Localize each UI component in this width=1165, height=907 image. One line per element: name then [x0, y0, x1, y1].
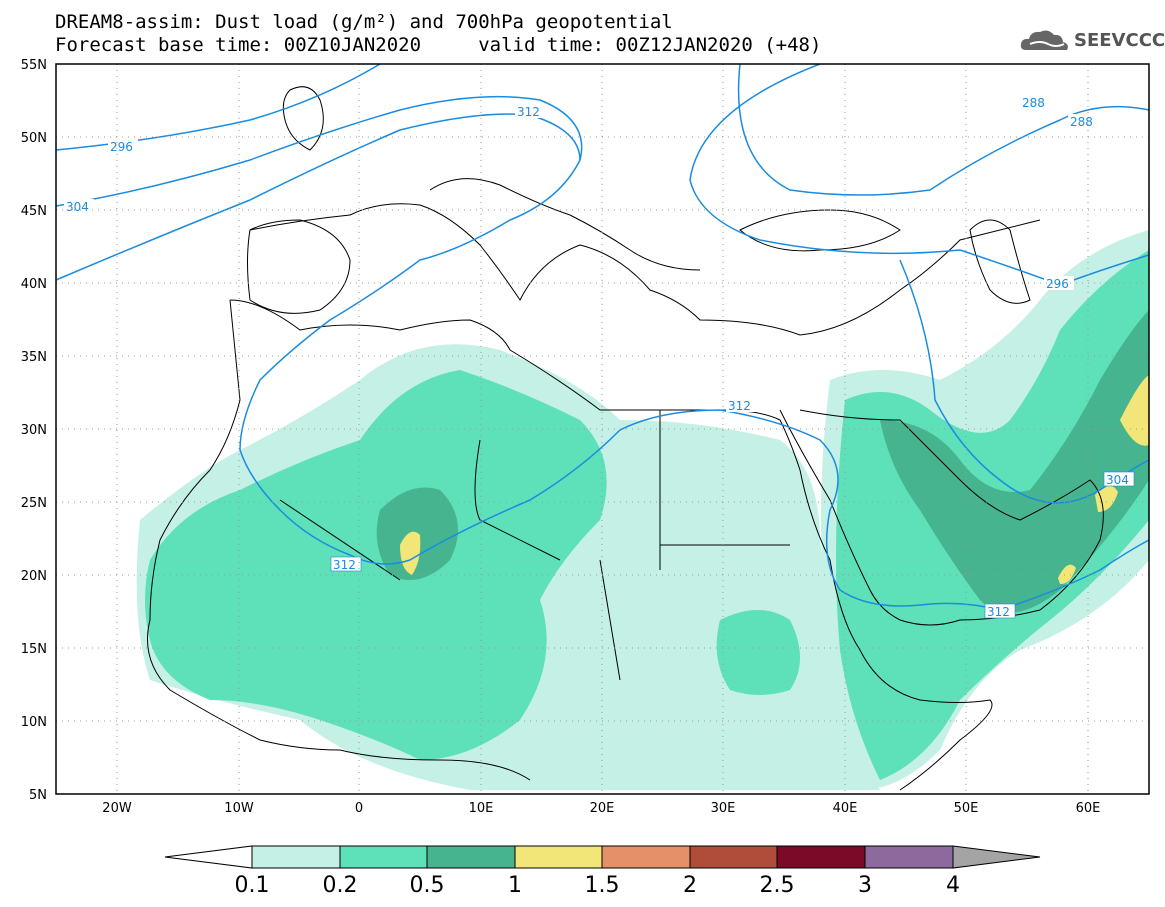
lon-label: 20W — [102, 801, 132, 816]
dust-region-sahara-mid — [145, 370, 607, 760]
colorbar-swatch — [339, 845, 428, 869]
lon-label: 50E — [954, 801, 979, 816]
isoline-288 — [737, 64, 1149, 196]
isoline-label: 312 — [517, 105, 540, 119]
colorbar-high-arrow — [952, 845, 1041, 869]
lat-label: 55N — [21, 58, 47, 73]
coastline-europe — [249, 203, 1041, 336]
border-libya-egypt — [659, 410, 790, 570]
latitude-labels: 55N 50N 45N 40N 35N 30N 25N 20N 15N 10N … — [21, 58, 47, 803]
colorbar-label: 0.2 — [323, 873, 358, 898]
isoline-label: 312 — [333, 558, 356, 572]
isoline-label: 312 — [728, 399, 751, 413]
colorbar-swatch — [776, 845, 866, 869]
colorbar-swatch — [426, 845, 516, 869]
border-sudan-chad — [599, 559, 621, 681]
isoline-304 — [56, 95, 1149, 611]
lat-label: 40N — [21, 277, 47, 292]
colorbar-label: 0.5 — [410, 873, 445, 898]
dust-region-niger-peak — [400, 531, 421, 575]
colorbar-label: 1 — [508, 873, 522, 898]
colorbar-swatch — [251, 845, 341, 869]
lon-label: 30E — [711, 801, 736, 816]
isoline-label: 288 — [1022, 96, 1045, 110]
dust-region-yemen-peak — [1058, 564, 1076, 585]
lon-label: 10E — [469, 801, 494, 816]
lat-label: 20N — [21, 569, 47, 584]
lon-label: 60E — [1076, 801, 1101, 816]
coastline-africa-west — [229, 299, 993, 791]
colorbar-label: 2 — [683, 873, 697, 898]
isoline-labels: 296 304 312 312 312 312 288 288 296 304 — [64, 95, 1135, 619]
forecast-time-info: Forecast base time: 00Z10JAN2020 valid t… — [55, 34, 822, 56]
map-title: DREAM8-assim: Dust load (g/m²) and 700hP… — [55, 11, 673, 33]
lon-label: 10W — [224, 801, 254, 816]
border-mali-algeria — [279, 439, 561, 581]
colorbar-low-arrow — [164, 845, 253, 869]
colorbar-swatch — [689, 845, 778, 869]
coastline-iberia — [247, 219, 351, 314]
colorbar-label: 0.1 — [235, 873, 270, 898]
isoline-label: 296 — [1046, 277, 1069, 291]
colorbar: 0.1 0.2 0.5 1 1.5 2 2.5 3 4 — [164, 845, 1041, 898]
lat-label: 35N — [21, 350, 47, 365]
isoline-312-east — [899, 259, 1149, 504]
colorbar-label: 3 — [858, 873, 872, 898]
longitude-labels: 20W 10W 0 10E 20E 30E 40E 50E 60E — [102, 801, 1100, 816]
isoline-label: 304 — [1106, 473, 1129, 487]
seevccc-cloud-logo-icon — [1020, 30, 1068, 50]
colorbar-label: 1.5 — [585, 873, 620, 898]
coastline-mediterranean-north — [429, 178, 701, 271]
dust-field-layer — [136, 230, 1149, 790]
colorbar-swatch — [601, 845, 691, 869]
colorbar-label: 4 — [946, 873, 960, 898]
dust-region-sudan-mid — [716, 610, 800, 695]
isoline-label: 296 — [110, 140, 133, 154]
lat-label: 25N — [21, 496, 47, 511]
lon-label: 20E — [590, 801, 615, 816]
lon-label: 40E — [833, 801, 858, 816]
dust-region-oman-peak — [1120, 375, 1149, 446]
isoline-label: 288 — [1070, 115, 1093, 129]
lat-label: 30N — [21, 423, 47, 438]
lon-label: 0 — [355, 801, 363, 816]
isoline-label: 304 — [66, 200, 89, 214]
isoline-label: 312 — [987, 605, 1010, 619]
graticule — [56, 64, 1149, 794]
lat-label: 15N — [21, 642, 47, 657]
lat-label: 45N — [21, 204, 47, 219]
dust-region-oman-peak-2 — [1095, 485, 1118, 512]
lat-label: 50N — [21, 131, 47, 146]
colorbar-label: 2.5 — [760, 873, 795, 898]
isoline-296-east — [689, 64, 1149, 286]
coastline-caspian — [969, 219, 1031, 304]
colorbar-swatch — [864, 845, 954, 869]
dust-region-gulf-dense — [880, 310, 1149, 613]
map-frame — [55, 63, 1150, 795]
lat-label: 10N — [21, 715, 47, 730]
coastline-africa-atlantic — [147, 299, 531, 781]
colorbar-swatch — [514, 845, 603, 869]
logo-text: SEEVCCC — [1074, 30, 1165, 51]
lat-label: 5N — [29, 788, 47, 803]
coastline-blacksea — [739, 209, 901, 252]
